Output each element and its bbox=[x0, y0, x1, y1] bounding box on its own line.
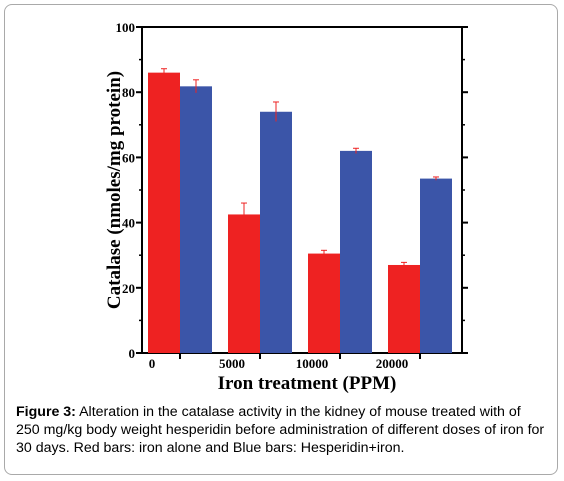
bar-series-1 bbox=[308, 253, 340, 353]
y-tick-label: 100 bbox=[116, 20, 136, 35]
x-tick-label: 20000 bbox=[376, 356, 409, 371]
x-axis: 0 5000 10000 20000 bbox=[149, 353, 421, 371]
y-tick-label: 80 bbox=[122, 85, 135, 100]
x-axis-label: Iron treatment (PPM) bbox=[218, 373, 397, 394]
bar-series-2 bbox=[420, 178, 452, 353]
bars-group bbox=[148, 68, 452, 353]
x-tick-label: 10000 bbox=[296, 356, 329, 371]
y-tick-label: 60 bbox=[122, 150, 135, 165]
y-axis-label: Catalase (nmoles/mg protein) bbox=[104, 71, 125, 309]
y-tick-label: 0 bbox=[129, 346, 136, 361]
catalase-bar-chart: 0 20 40 60 80 100 0 5000 10000 20000 Iron treatm… bbox=[104, 20, 468, 394]
caption-text: Alteration in the catalase activity in t… bbox=[16, 404, 545, 456]
bar-series-1 bbox=[228, 214, 260, 353]
bar-series-1 bbox=[388, 264, 420, 353]
y-tick-label: 40 bbox=[122, 216, 135, 231]
y-axis: 0 20 40 60 80 100 bbox=[116, 20, 468, 361]
caption-label: Figure 3: bbox=[16, 404, 76, 420]
y-tick-label: 20 bbox=[122, 281, 135, 296]
bar-series-2 bbox=[340, 150, 372, 353]
x-tick-label: 0 bbox=[149, 356, 156, 371]
bar-series-2 bbox=[260, 111, 292, 353]
figure-caption: Figure 3: Alteration in the catalase act… bbox=[16, 403, 548, 457]
bar-series-2 bbox=[180, 86, 212, 353]
x-tick-label: 5000 bbox=[219, 356, 245, 371]
bar-series-1 bbox=[148, 72, 180, 353]
